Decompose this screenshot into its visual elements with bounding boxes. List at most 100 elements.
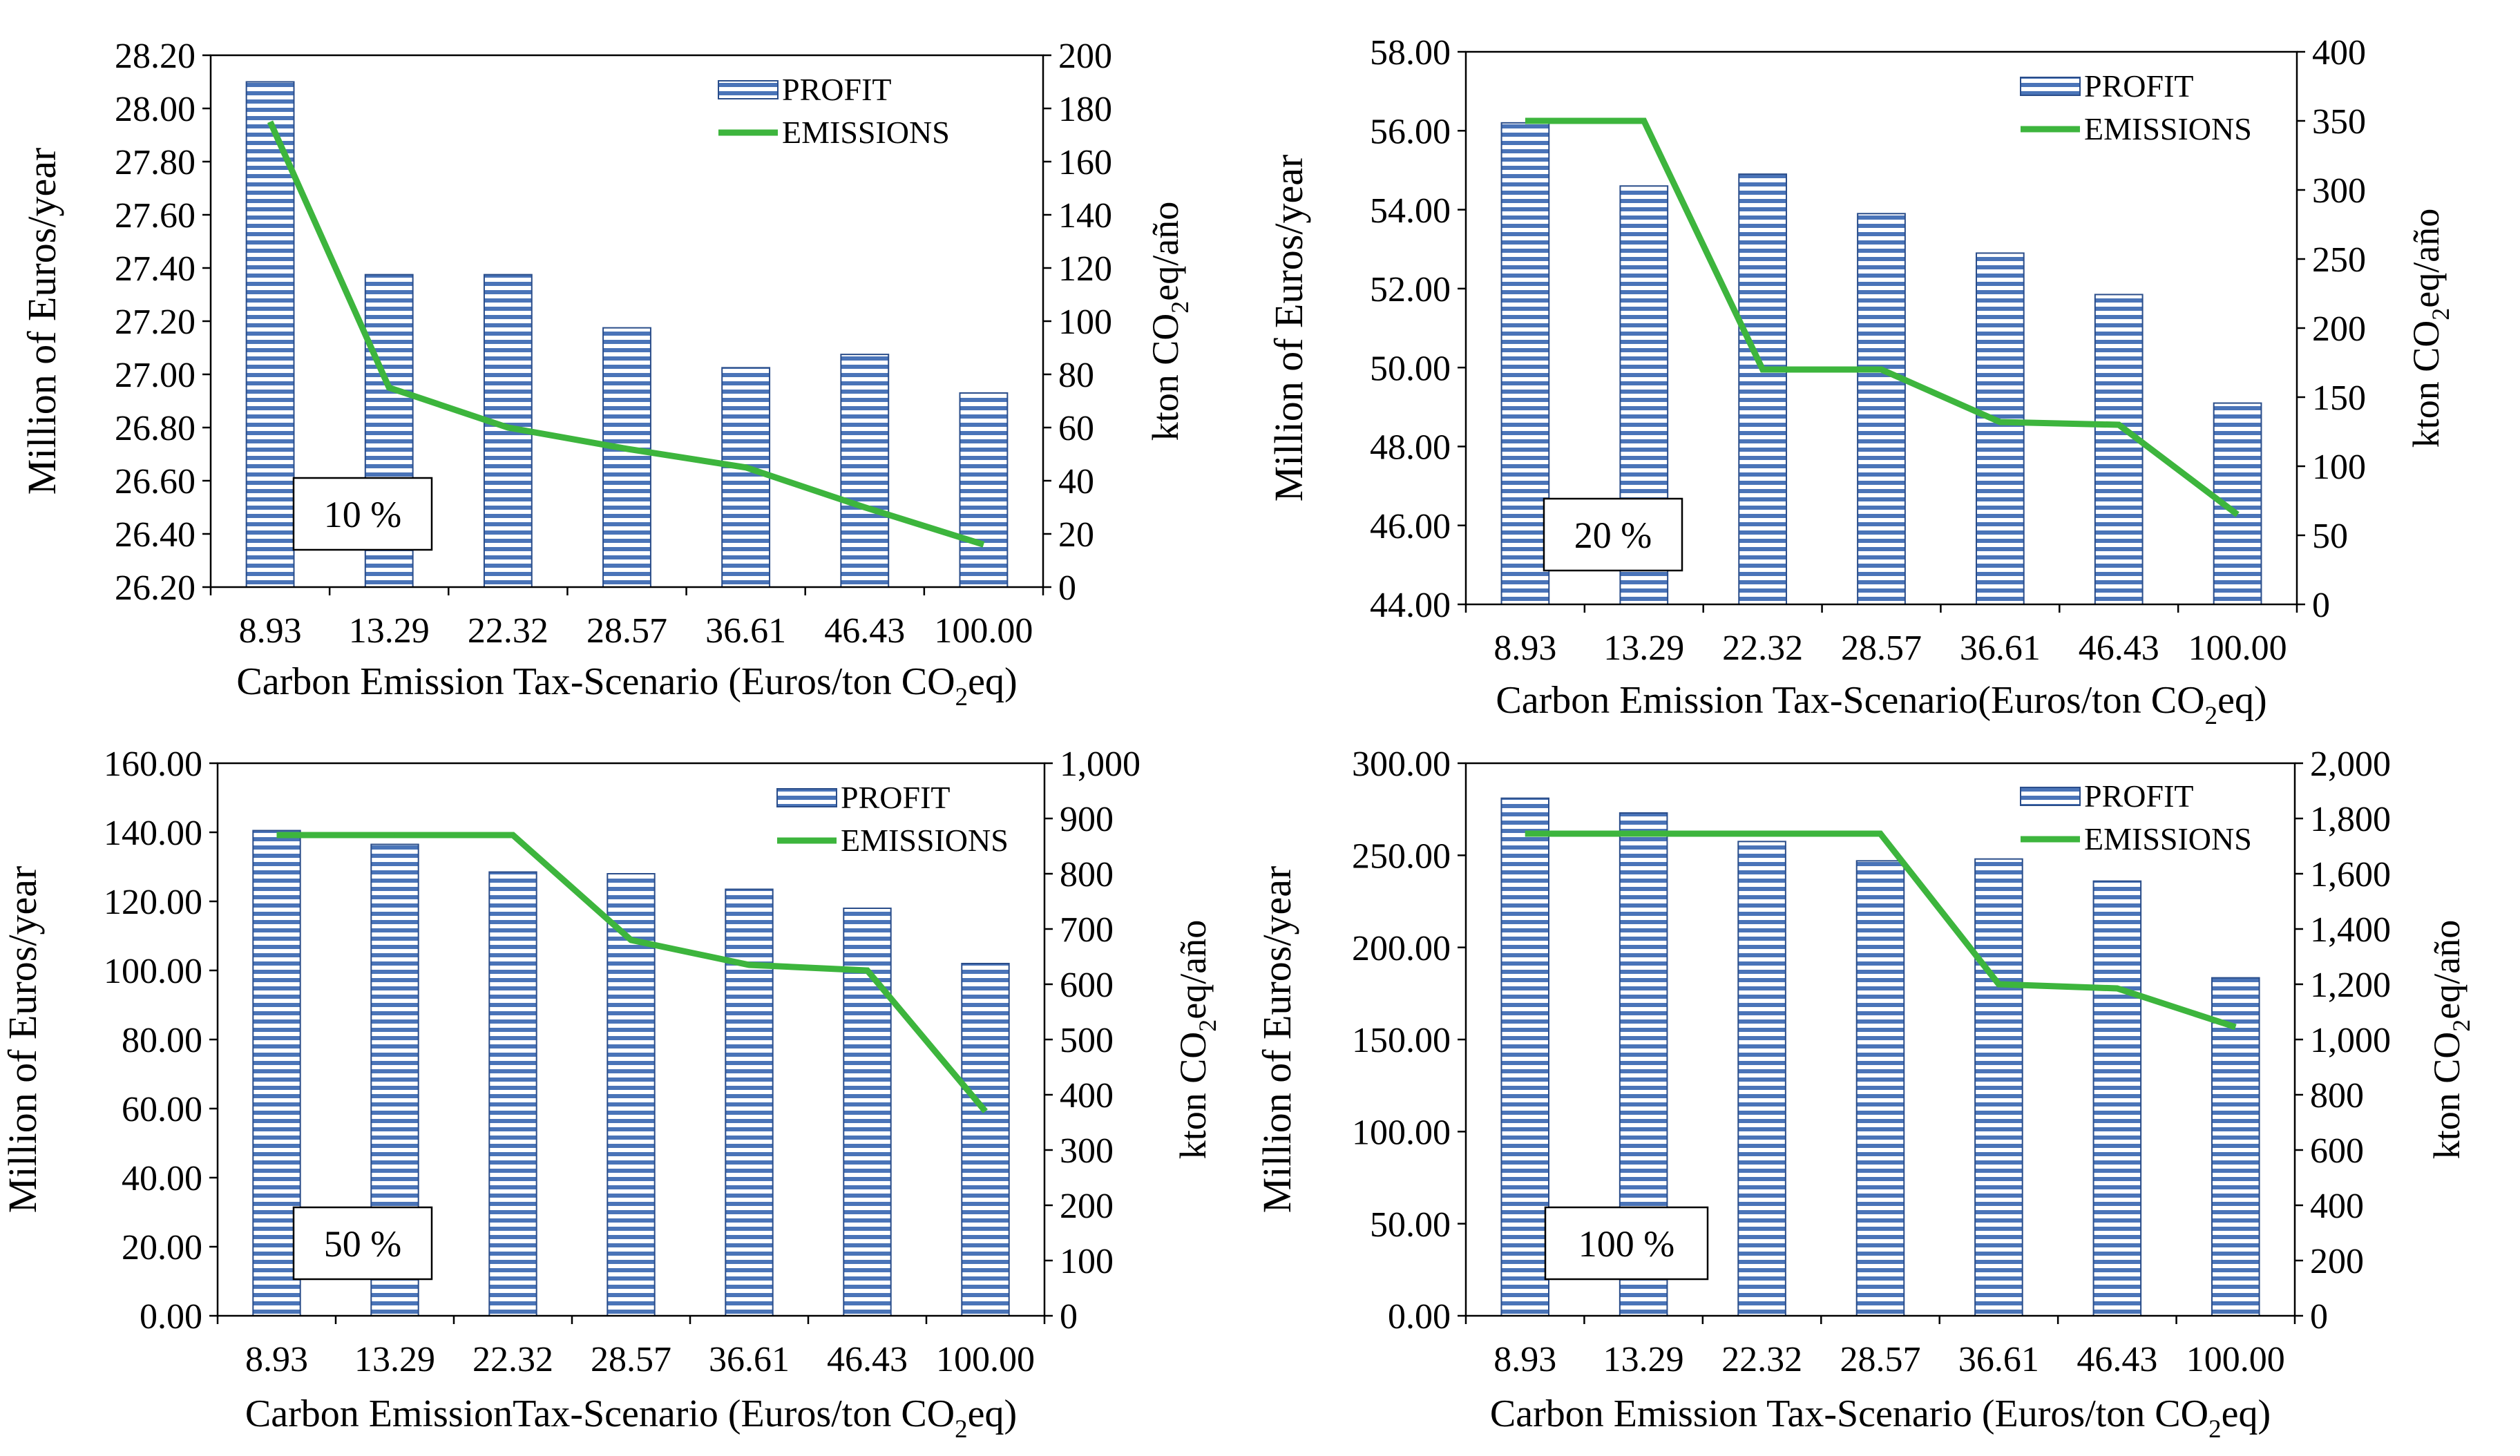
profit-bar [840, 354, 890, 588]
y2-tick-label: 800 [1060, 855, 1114, 894]
y-axis-title: Million of Euros/year [1254, 866, 1299, 1214]
legend-label-emissions: EMISSIONS [841, 823, 1009, 858]
y2-tick-label: 800 [2310, 1076, 2364, 1115]
x-tick-label: 46.43 [2077, 1340, 2157, 1379]
scenario-box [1544, 1206, 1709, 1281]
x-tick-label: 46.43 [2079, 629, 2159, 668]
y2-tick-label: 20 [1058, 515, 1094, 555]
x-axis-title: Carbon Emission Tax-Scenario (Euros/ton … [236, 660, 1017, 711]
y2-tick-label: 500 [1060, 1021, 1114, 1060]
legend-label-emissions: EMISSIONS [2084, 821, 2252, 856]
y-tick-label: 150.00 [1352, 1021, 1451, 1060]
y2-tick-label: 600 [1060, 966, 1114, 1005]
x-axis-title: Carbon Emission Tax-Scenario(Euros/ton C… [1496, 679, 2266, 730]
y-tick-label: 140.00 [104, 814, 202, 853]
y2-tick-label: 1,000 [2310, 1021, 2391, 1060]
x-tick-label: 22.32 [472, 1340, 553, 1379]
legend-label-emissions: EMISSIONS [2084, 111, 2252, 146]
x-tick-label: 8.93 [1493, 1340, 1556, 1379]
y-tick-label: 0.00 [140, 1297, 202, 1337]
profit-bar [1500, 797, 1549, 1316]
y2-tick-label: 300 [1060, 1131, 1114, 1171]
y2-tick-label: 350 [2312, 102, 2366, 142]
scenario-box [292, 477, 433, 551]
legend-swatch-profit [718, 80, 779, 99]
y2-tick-label: 700 [1060, 910, 1114, 950]
legend: PROFIT EMISSIONS [2020, 68, 2252, 146]
profit-bar [607, 873, 656, 1316]
y2-tick-label: 300 [2312, 171, 2366, 211]
y-tick-label: 120.00 [104, 883, 202, 922]
legend: PROFIT EMISSIONS [776, 780, 1009, 858]
scenario-box [1543, 497, 1683, 572]
x-tick-label: 13.29 [1603, 1340, 1684, 1379]
y2-axis-title: kton CO2eq/año [2405, 209, 2454, 448]
x-tick-label: 8.93 [1493, 629, 1556, 668]
x-tick-label: 13.29 [349, 611, 430, 651]
y2-axis-title: kton CO2eq/año [1145, 202, 1194, 441]
y-tick-label: 300.00 [1352, 745, 1451, 784]
y2-tick-label: 100 [2312, 448, 2366, 487]
scenario-label: 100 % [1578, 1223, 1674, 1265]
x-tick-label: 100.00 [2188, 629, 2287, 668]
legend-label-profit: PROFIT [2084, 68, 2193, 104]
y-tick-label: 60.00 [122, 1090, 202, 1129]
y-tick-label: 160.00 [104, 745, 202, 784]
y-axis-title: Million of Euros/year [19, 148, 64, 495]
y2-tick-label: 150 [2312, 379, 2366, 418]
x-tick-label: 100.00 [2186, 1340, 2285, 1379]
y2-axis-title: kton CO2eq/año [2426, 920, 2475, 1159]
y2-tick-label: 120 [1058, 249, 1112, 289]
y2-tick-label: 1,800 [2310, 800, 2391, 839]
y-tick-label: 52.00 [1370, 270, 1451, 309]
profit-bar [1855, 860, 1905, 1317]
x-tick-label: 36.61 [1960, 629, 2041, 668]
y2-tick-label: 140 [1058, 196, 1112, 236]
y2-tick-label: 60 [1058, 409, 1094, 448]
y2-tick-label: 80 [1058, 356, 1094, 395]
y-axis-title: Million of Euros/year [0, 866, 45, 1214]
profit-bar [1738, 173, 1788, 605]
y2-tick-label: 180 [1058, 90, 1112, 129]
y-tick-label: 0.00 [1388, 1297, 1451, 1337]
y2-tick-label: 200 [1058, 37, 1112, 76]
y-tick-label: 40.00 [122, 1159, 202, 1198]
legend-label-profit: PROFIT [782, 72, 891, 107]
y-tick-label: 80.00 [122, 1021, 202, 1060]
y2-tick-label: 2,000 [2310, 745, 2391, 784]
profit-bar [2094, 294, 2144, 605]
y2-tick-label: 0 [2310, 1297, 2328, 1337]
y-tick-label: 27.00 [115, 356, 195, 395]
scenario-label: 50 % [324, 1223, 401, 1265]
profit-bar [725, 888, 774, 1316]
profit-bar [843, 908, 892, 1316]
y2-tick-label: 400 [2310, 1187, 2364, 1226]
x-tick-label: 8.93 [245, 1340, 308, 1379]
x-tick-label: 100.00 [936, 1340, 1035, 1379]
y-tick-label: 26.20 [115, 568, 195, 608]
scenario-box [292, 1206, 433, 1281]
y-tick-label: 250.00 [1352, 837, 1451, 877]
x-tick-label: 36.61 [709, 1340, 790, 1379]
y-tick-label: 27.60 [115, 196, 195, 236]
chart-panel-4: 0.00 50.00 100.00 150.00 200.00 250.00 300.00 0… [1254, 745, 2475, 1444]
x-tick-label: 22.32 [1722, 629, 1803, 668]
y-tick-label: 27.80 [115, 143, 195, 182]
y2-tick-label: 0 [1060, 1297, 1078, 1337]
y-tick-label: 54.00 [1370, 191, 1451, 231]
legend-swatch-profit [2020, 787, 2081, 806]
y-axis-title: Million of Euros/year [1266, 155, 1311, 502]
y2-tick-label: 400 [2312, 33, 2366, 73]
y2-tick-label: 250 [2312, 240, 2366, 280]
profit-bar [245, 81, 295, 588]
y-tick-label: 28.20 [115, 37, 195, 76]
y-tick-label: 28.00 [115, 90, 195, 129]
x-tick-label: 46.43 [827, 1340, 908, 1379]
y2-tick-label: 1,600 [2310, 855, 2391, 894]
y2-tick-label: 100 [1060, 1242, 1114, 1281]
y-tick-label: 26.40 [115, 515, 195, 555]
x-tick-label: 28.57 [1841, 629, 1922, 668]
x-tick-label: 22.32 [468, 611, 548, 651]
y-tick-label: 56.00 [1370, 112, 1451, 151]
